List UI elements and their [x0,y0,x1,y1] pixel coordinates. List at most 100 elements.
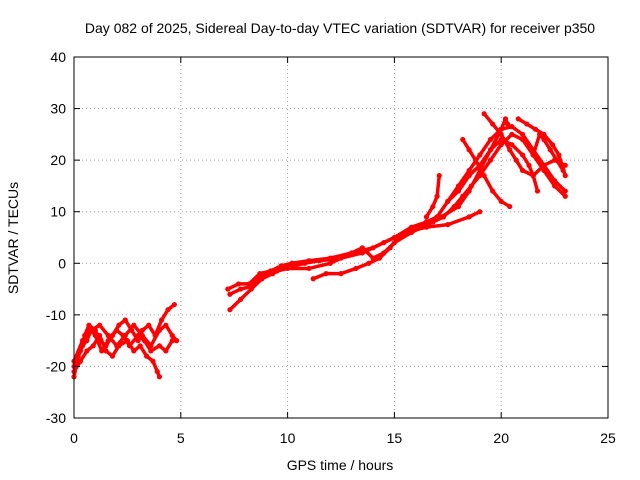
data-point [530,173,536,179]
data-point [376,255,383,261]
data-point [460,136,466,143]
data-point [547,147,553,153]
data-point [158,317,165,323]
data-point [235,281,242,287]
data-point [526,162,532,168]
data-point [477,173,483,179]
data-point [225,286,231,292]
data-point [507,203,513,210]
data-point [487,147,494,153]
axis-ticks: 0 5 10 15 20 25 -30 -20 -10 0 10 20 30 40 [46,49,616,446]
data-point [477,152,483,158]
x-tick-label: 25 [600,430,616,446]
data-point [445,198,451,204]
data-series [460,136,513,210]
data-point [285,265,291,272]
data-point [227,291,233,297]
data-point [556,152,562,158]
data-point [338,271,344,277]
data-point [562,173,568,179]
data-point [419,224,425,230]
data-point [238,296,244,302]
y-tick-label: -10 [46,307,66,323]
plot-frame [73,56,609,419]
data-point [552,183,558,189]
data-point [327,255,333,261]
data-point [423,214,430,220]
data-point [359,245,365,251]
x-axis-label: GPS time / hours [287,457,394,473]
data-point [466,167,472,174]
data-point [519,152,526,158]
data-point [370,245,376,251]
data-point [114,343,120,349]
x-tick-label: 10 [280,430,296,446]
data-point [541,162,547,168]
data-point [451,203,457,210]
data-point [387,245,393,251]
grid [74,57,608,418]
data-point [122,317,128,323]
data-point [455,188,462,194]
series-line [424,173,442,219]
data-point [122,332,128,339]
data-point [131,348,137,354]
data-point [509,124,515,130]
data-point [77,358,84,364]
data-point [524,121,530,127]
data-series [423,173,442,220]
data-point [173,338,180,344]
data-point [396,234,402,241]
data-point [349,250,355,256]
data-point [502,116,509,122]
data-point [519,167,526,174]
data-point [440,214,447,220]
data-point [163,322,169,328]
data-point [156,343,163,349]
data-point [468,183,474,189]
data-point [445,222,451,228]
data-point [306,265,312,272]
data-point [86,322,92,328]
y-tick-label: 10 [50,204,66,220]
data-point [353,265,359,272]
data-point [310,276,316,282]
data-series [227,209,483,313]
data-point [534,188,541,194]
series-line [228,124,568,296]
data-series [71,322,180,364]
data-point [430,219,436,225]
data-point [163,348,169,354]
data-point [466,214,472,220]
chart-title: Day 082 of 2025, Sidereal Day-to-day VTE… [85,20,595,36]
y-axis-label: SDTVAR / TECUs [5,182,21,294]
data-point [562,193,568,199]
data-point [509,131,515,137]
data-point [156,374,163,380]
data-point [109,353,116,359]
data-point [97,332,103,339]
data-point [560,167,566,174]
data-point [289,260,295,266]
data-point [481,173,487,179]
data-point [513,157,519,163]
data-point [116,322,122,328]
data-point [248,283,254,290]
data-point [156,327,163,333]
data-point [436,173,442,179]
data-point [90,343,96,349]
series-line [228,209,482,312]
y-tick-label: -20 [46,358,66,374]
data-point [124,338,130,344]
data-point [541,167,547,174]
data-point [515,116,521,122]
data-point [434,193,440,199]
data-point [84,348,90,354]
data-point [306,258,312,264]
data-point [165,307,171,313]
data-point [131,322,137,328]
data-point [148,348,154,354]
data-point [97,322,103,328]
data-point [498,131,504,137]
data-point [507,147,513,153]
